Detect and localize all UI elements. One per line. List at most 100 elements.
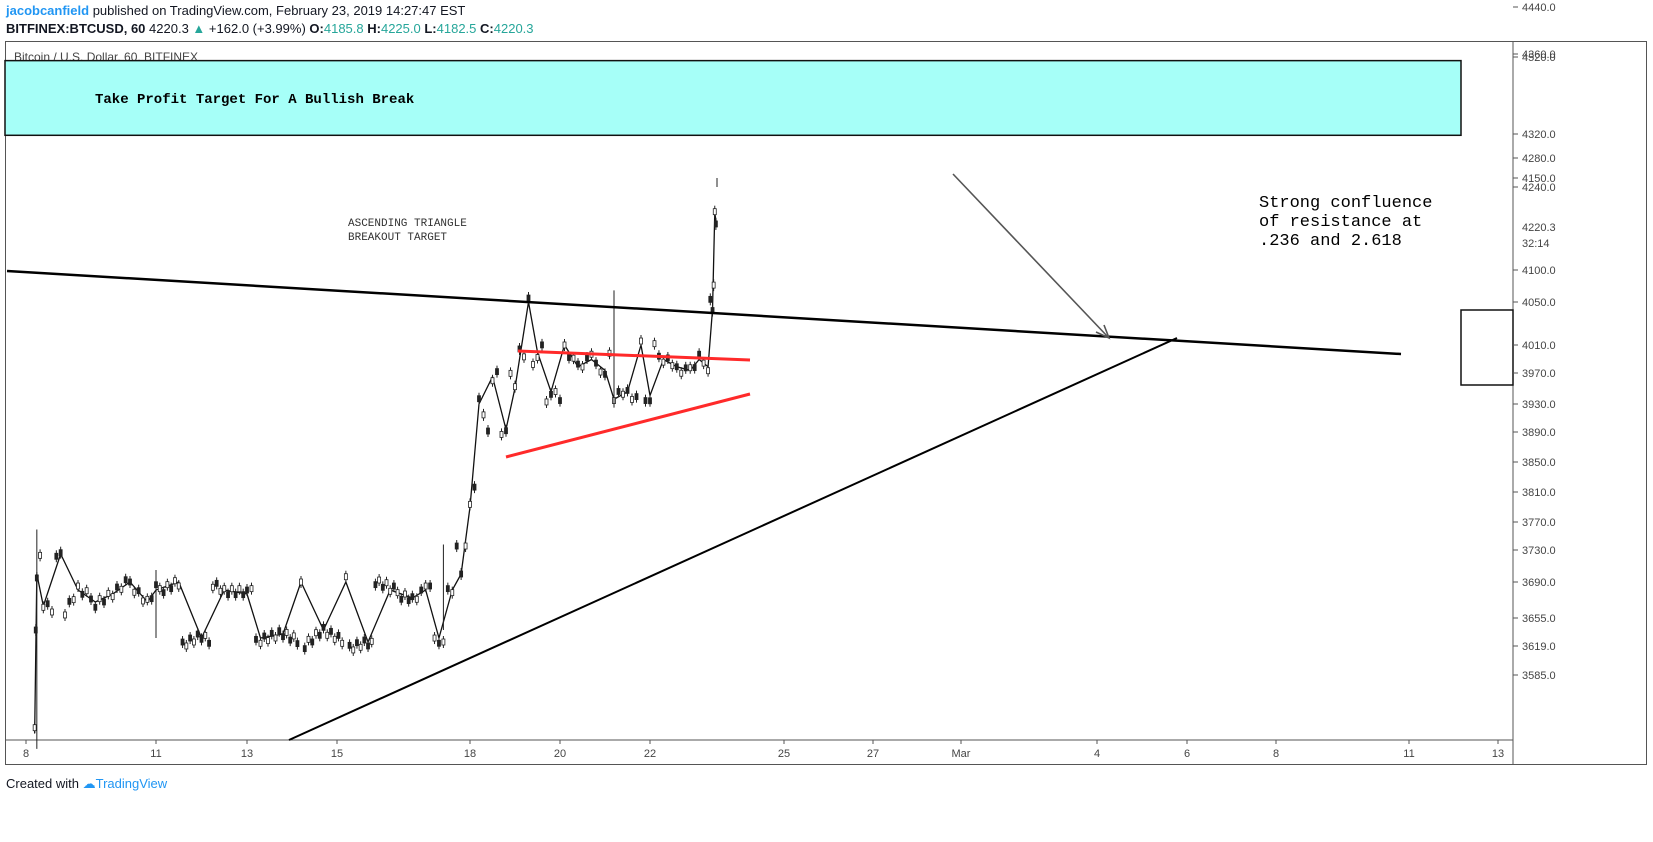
x-tick-label: 15	[331, 748, 343, 760]
candle-body	[395, 589, 400, 597]
candle-body	[192, 638, 196, 646]
y-tick-label: 4320.0	[1522, 129, 1556, 141]
candle-body	[258, 639, 263, 647]
candle-body	[580, 363, 585, 371]
author-link[interactable]: jacobcanfield	[6, 3, 90, 18]
symbol-name: BITFINEX:BTCUSD, 60	[6, 21, 146, 36]
candle-body	[410, 593, 415, 601]
candle-body	[165, 581, 170, 589]
candle-body	[661, 358, 666, 366]
x-tick-label: 27	[867, 748, 879, 760]
candle-body	[594, 359, 598, 367]
ohlc-h: 4225.0	[380, 21, 421, 36]
candle-body	[454, 542, 459, 550]
y-tick-label: 4280.0	[1522, 153, 1556, 165]
price-change: +162.0 (+3.99%)	[208, 21, 306, 36]
candle-body	[643, 397, 648, 404]
candle-body	[472, 483, 477, 491]
candle-body	[459, 570, 464, 578]
candle-body	[585, 354, 589, 362]
candle-body	[50, 608, 54, 616]
candle-body	[513, 383, 517, 391]
price-line	[34, 212, 718, 733]
candle-body	[428, 582, 433, 590]
candle-body	[351, 646, 356, 654]
candle-body	[132, 588, 137, 596]
candle-body	[281, 633, 285, 641]
candle-body	[169, 585, 174, 593]
candle-body	[325, 631, 330, 639]
candle-body	[423, 582, 428, 590]
candle-body	[508, 369, 513, 377]
candle-body	[576, 360, 580, 368]
candle-body	[419, 586, 424, 594]
candle-body	[625, 387, 630, 394]
candle-body	[369, 637, 374, 645]
y-tick-label: 3890.0	[1522, 427, 1556, 439]
candle-body	[207, 639, 211, 647]
candle-body	[106, 589, 111, 597]
candle-body	[45, 600, 50, 608]
candle-body	[89, 595, 93, 603]
candle-body	[188, 634, 193, 642]
tradingview-link[interactable]: TradingView	[95, 776, 168, 791]
last-price-label: 4220.3	[1522, 222, 1556, 234]
candle-body	[173, 577, 177, 585]
candle-body	[184, 642, 189, 650]
candle-body	[567, 354, 571, 361]
candle-body	[67, 597, 72, 605]
chart-frame	[5, 41, 1647, 765]
candle-body	[616, 388, 621, 395]
candle-body	[571, 354, 576, 362]
x-tick-label: 11	[1403, 748, 1414, 760]
triangle-bottom-line[interactable]	[505, 392, 751, 459]
resistance-line[interactable]	[6, 269, 1402, 356]
candle-body	[553, 388, 558, 395]
take-profit-zone[interactable]	[4, 59, 1462, 137]
candle-body	[688, 364, 693, 372]
candle-body	[450, 589, 455, 597]
ohlc-o-label: O:	[309, 21, 324, 36]
y-tick-label: 3730.0	[1522, 545, 1556, 557]
candle-body	[468, 500, 472, 508]
candle-body	[141, 597, 145, 605]
candle-body	[128, 578, 132, 586]
candle-body	[310, 638, 315, 646]
candle-body	[93, 603, 98, 611]
x-tick-label: 18	[464, 748, 476, 760]
range-box[interactable]	[1460, 309, 1514, 386]
candle-body	[391, 582, 396, 590]
support-line[interactable]	[288, 337, 1178, 741]
y-tick-label: 4010.0	[1522, 340, 1556, 352]
candle-body	[97, 595, 102, 603]
candle-body	[229, 585, 234, 593]
candle-body	[692, 364, 697, 371]
price-series	[32, 178, 718, 749]
ascending-triangle-label: BREAKOUT TARGET	[348, 232, 447, 244]
y-tick-label: 3970.0	[1522, 368, 1556, 380]
candle-body	[355, 639, 359, 647]
candle-body	[218, 587, 223, 595]
candle-body	[544, 398, 549, 406]
time-axis[interactable]: 8 11 13 15 18 20 22 25 27 Mar 4 6 8 11 13	[23, 740, 1504, 760]
candle-body	[697, 350, 702, 358]
candle-body	[340, 639, 345, 647]
candle-body	[245, 586, 249, 594]
arrow-line[interactable]	[952, 173, 1109, 338]
candle-body	[32, 724, 37, 732]
price-axis[interactable]: 4520.0 4440.0 4360.0 4320.0 4280.0 4240.04150…	[1513, 2, 1556, 682]
candle-body	[58, 549, 63, 557]
candle-body	[713, 220, 718, 228]
candle-body	[621, 390, 625, 398]
candle-body	[262, 632, 267, 640]
candle-body	[603, 370, 607, 378]
candle-body	[481, 411, 486, 419]
candle-body	[149, 595, 154, 603]
triangle-top-line[interactable]	[517, 349, 751, 362]
candle-body	[321, 623, 326, 631]
candle-body	[384, 579, 389, 587]
candle-body	[199, 635, 204, 643]
candle-body	[222, 585, 227, 593]
candle-body	[366, 642, 370, 650]
